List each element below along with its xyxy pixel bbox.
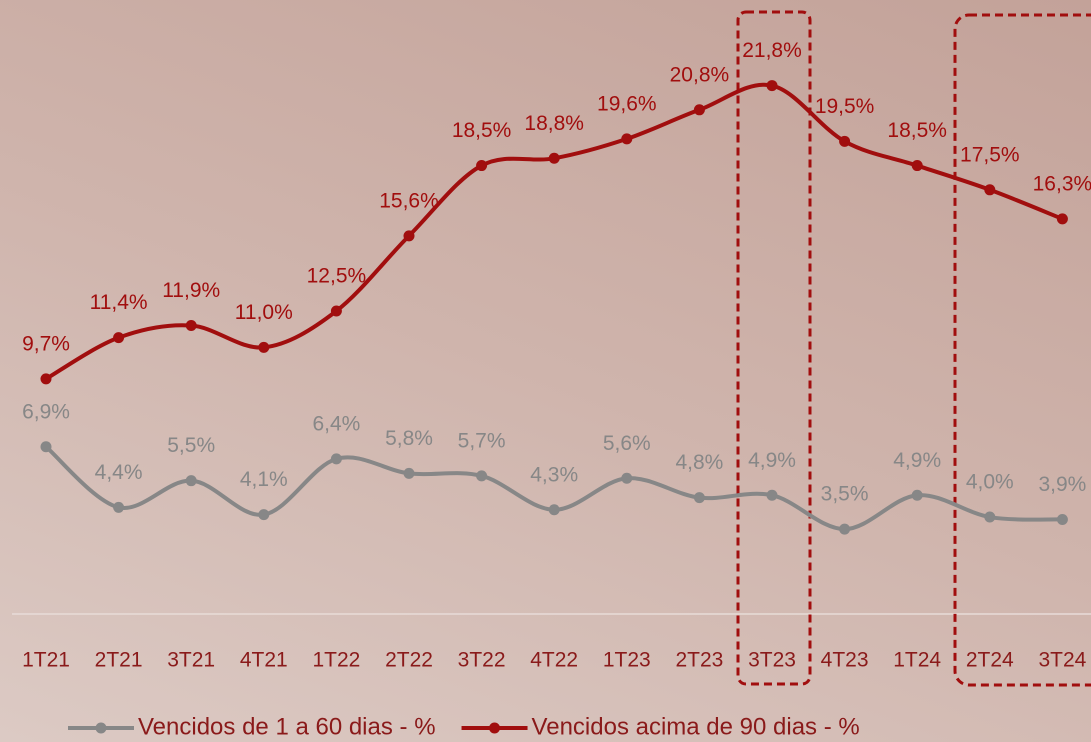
data-point [693,492,705,504]
data-label: 3,5% [821,483,869,506]
data-label: 5,7% [458,429,506,452]
x-tick-label: 2T24 [966,649,1014,672]
x-tick-label: 4T21 [240,649,288,672]
data-point [1056,213,1068,225]
x-tick-label: 2T23 [675,649,723,672]
data-label: 4,9% [748,449,796,472]
data-label: 4,8% [675,451,723,474]
data-label: 4,4% [95,461,143,484]
x-tick-label: 1T21 [22,649,70,672]
data-point [113,501,125,513]
legend-label: Vencidos acima de 90 dias - % [532,713,860,740]
data-label: 17,5% [960,143,1020,166]
data-label: 18,5% [452,119,512,142]
x-tick-label: 1T24 [893,649,941,672]
data-point [693,104,705,116]
data-label: 15,6% [379,189,439,212]
data-label: 11,0% [235,301,293,324]
data-label: 5,6% [603,432,651,455]
data-label: 20,8% [670,63,730,86]
data-point [403,230,415,242]
data-point [330,305,342,317]
data-point [330,453,342,465]
data-label: 12,5% [307,265,367,288]
series-line [45,82,1064,381]
data-label: 5,8% [385,427,433,450]
x-tick-label: 2T21 [95,649,143,672]
x-tick-label: 3T23 [748,649,796,672]
data-label: 11,9% [162,279,220,302]
data-label: 9,7% [22,332,70,355]
data-label: 16,3% [1033,172,1091,195]
data-point [40,373,52,385]
data-label: 4,1% [240,468,288,491]
data-point [984,511,996,523]
x-tick-label: 4T22 [530,649,578,672]
data-point [984,184,996,196]
data-point [839,523,851,535]
data-point [185,475,197,487]
data-point [258,509,270,521]
data-point [40,441,52,453]
data-label: 18,5% [887,119,947,142]
x-tick-label: 3T24 [1038,649,1086,672]
data-point [621,133,633,145]
data-point [476,470,488,482]
data-point [548,152,560,164]
data-label: 19,6% [597,92,657,115]
data-point [258,341,270,353]
x-tick-label: 4T23 [821,649,869,672]
data-point [548,504,560,516]
data-point [403,467,415,479]
data-point [1056,513,1068,525]
data-point [185,320,197,332]
data-point [839,135,851,147]
data-label: 5,5% [167,434,215,457]
legend-label: Vencidos de 1 a 60 dias - % [138,713,436,740]
highlight-box [953,13,1091,687]
legend-marker [95,722,107,734]
data-point [113,332,125,344]
legend-marker [489,722,501,734]
x-tick-label: 3T21 [167,649,215,672]
x-tick-label: 3T22 [458,649,506,672]
x-tick-label: 2T22 [385,649,433,672]
data-point [621,472,633,484]
x-tick-label: 1T23 [603,649,651,672]
x-tick-label: 1T22 [312,649,360,672]
highlight-box [736,10,812,686]
data-label: 4,0% [966,471,1014,494]
data-label: 6,4% [312,412,360,435]
data-label: 3,9% [1038,473,1086,496]
data-point [911,160,923,172]
data-label: 21,8% [742,39,802,62]
data-point [766,80,778,92]
data-label: 6,9% [22,400,70,423]
data-label: 4,3% [530,463,578,486]
data-point [766,489,778,501]
data-label: 18,8% [524,112,584,135]
data-label: 11,4% [90,291,148,314]
data-point [911,489,923,501]
data-point [476,160,488,172]
data-label: 19,5% [815,95,875,118]
data-label: 4,9% [893,449,941,472]
